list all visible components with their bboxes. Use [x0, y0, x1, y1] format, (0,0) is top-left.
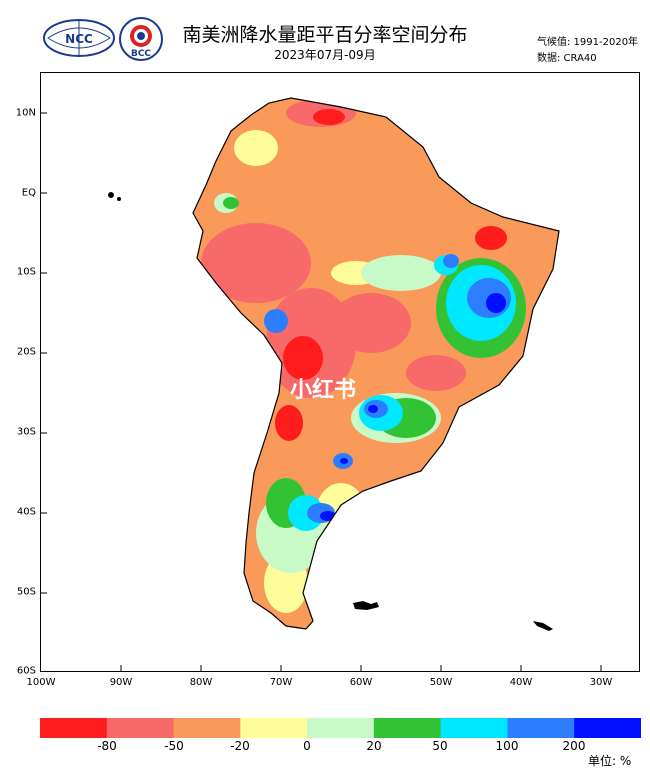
colorbar-cell: [307, 718, 375, 738]
lat-label: 20S: [16, 346, 36, 358]
lat-label: 10S: [16, 266, 36, 278]
colorbar-cell: [574, 718, 641, 738]
colorbar-cell: [507, 718, 575, 738]
lon-label: 90W: [109, 677, 133, 688]
ncc-logo: NCC: [42, 18, 116, 62]
lat-label: 40S: [16, 506, 36, 518]
colorbar-label: -50: [164, 739, 184, 753]
colorbar-cell: [373, 718, 442, 738]
map-subtitle: 2023年07月-09月: [274, 48, 376, 62]
lon-label: 70W: [269, 677, 293, 688]
lon-label: 40W: [509, 677, 533, 688]
svg-text:BCC: BCC: [131, 49, 151, 59]
lon-label: 50W: [429, 677, 453, 688]
colorbar-cell: [440, 718, 508, 738]
lat-label: 30S: [16, 426, 36, 438]
colorbar-cell: [240, 718, 308, 738]
lat-label: 10N: [15, 107, 36, 119]
colorbar-label: 50: [432, 739, 448, 753]
colorbar-label: 0: [303, 739, 311, 753]
lon-label: 60W: [349, 677, 373, 688]
map-frame: [40, 72, 640, 672]
bcc-logo: BCC: [118, 16, 164, 66]
colorbar-cell: [106, 718, 175, 738]
lat-label: 50S: [16, 586, 36, 598]
watermark: 小红书: [290, 378, 357, 403]
lat-label: 60S: [16, 665, 36, 677]
lon-label: 30W: [589, 677, 613, 688]
climate-period: 气候值: 1991-2020年: [537, 37, 639, 48]
colorbar-label: -80: [97, 739, 117, 753]
colorbar-label: -20: [230, 739, 250, 753]
colorbar: [40, 718, 641, 738]
colorbar-label: 100: [495, 739, 519, 753]
colorbar-label: 20: [366, 739, 382, 753]
lon-label: 80W: [189, 677, 213, 688]
colorbar-label: 200: [562, 739, 586, 753]
map-title: 南美洲降水量距平百分率空间分布: [182, 24, 468, 46]
lon-label: 100W: [26, 677, 56, 688]
svg-text:NCC: NCC: [65, 32, 93, 46]
data-source: 数据: CRA40: [537, 53, 597, 64]
colorbar-unit: 单位: %: [588, 754, 632, 768]
precipitation-map: [41, 97, 602, 671]
colorbar-cell: [173, 718, 241, 738]
colorbar-cell: [40, 718, 108, 738]
lat-label: EQ: [21, 187, 36, 199]
